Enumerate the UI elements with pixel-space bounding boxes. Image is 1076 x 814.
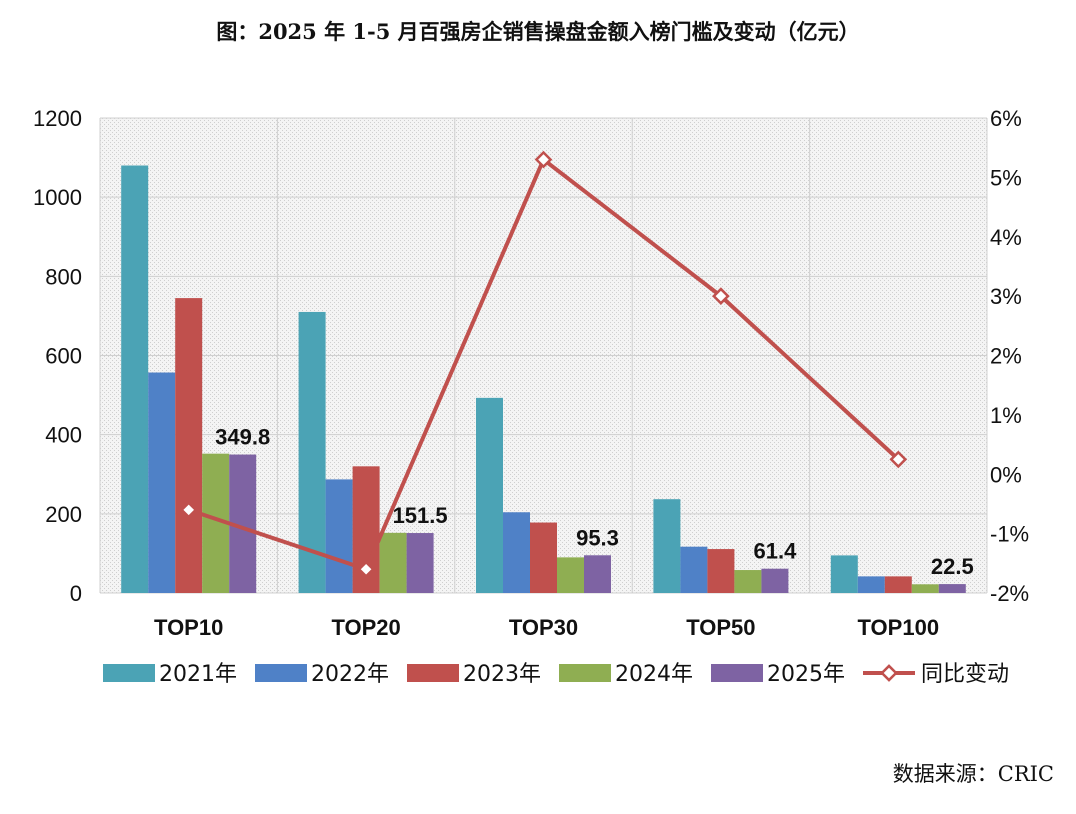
x-axis: TOP10 TOP20 TOP30 TOP50 TOP100 <box>154 615 939 640</box>
x-tick-label: TOP20 <box>331 615 400 640</box>
y2-tick-label: 1% <box>990 403 1022 428</box>
legend-label: 同比变动 <box>921 662 1009 687</box>
bar <box>653 499 681 593</box>
data-label: 349.8 <box>215 425 270 450</box>
legend-label: 2024年 <box>615 662 693 687</box>
y-axis-right: -2% -1% 0% 1% 2% 3% 4% 5% 6% <box>990 106 1029 606</box>
bar <box>530 522 557 593</box>
y2-tick-label: 2% <box>990 344 1022 369</box>
line-point <box>357 560 375 579</box>
data-label: 95.3 <box>576 525 619 550</box>
bar <box>325 479 353 593</box>
bar <box>121 165 149 593</box>
bar <box>734 570 762 593</box>
legend-swatch <box>711 664 763 682</box>
bar <box>406 533 434 593</box>
legend-label: 2025年 <box>767 662 845 687</box>
legend-label: 2023年 <box>463 662 541 687</box>
legend-label: 2022年 <box>311 662 389 687</box>
data-labels: 349.8 151.5 95.3 61.4 22.5 <box>215 425 974 580</box>
y2-tick-label: 4% <box>990 225 1022 250</box>
y-tick-label: 1200 <box>33 106 82 131</box>
bar <box>830 555 858 593</box>
bar <box>680 546 708 593</box>
bar <box>884 576 912 593</box>
bar <box>557 557 584 593</box>
y2-tick-label: 5% <box>990 165 1022 190</box>
chart-title: 图：2025 年 1-5 月百强房企销售操盘金额入榜门槛及变动（亿元） <box>216 19 860 44</box>
bar <box>707 549 735 593</box>
legend: 2021年 2022年 2023年 2024年 2025年 同比变动 <box>103 662 1009 687</box>
legend-swatch <box>407 664 459 682</box>
x-tick-label: TOP30 <box>509 615 578 640</box>
x-tick-label: TOP100 <box>858 615 940 640</box>
bar <box>148 372 176 593</box>
bar <box>503 512 530 593</box>
legend-line-marker <box>880 664 898 682</box>
y-tick-label: 400 <box>45 423 82 448</box>
bar <box>476 397 503 593</box>
y-tick-label: 0 <box>70 581 82 606</box>
y2-tick-label: -1% <box>990 522 1029 547</box>
data-label: 22.5 <box>931 554 974 579</box>
line-point <box>179 501 198 519</box>
bar <box>857 576 885 593</box>
bar <box>584 555 611 593</box>
line-point <box>712 287 730 305</box>
data-label: 151.5 <box>393 503 448 528</box>
bar <box>911 584 939 593</box>
line-point <box>889 450 908 469</box>
y-tick-label: 200 <box>45 502 82 527</box>
x-tick-label: TOP50 <box>686 615 755 640</box>
line-point <box>534 150 553 169</box>
x-tick-label: TOP10 <box>154 615 223 640</box>
bar <box>938 584 966 593</box>
bar <box>175 298 203 593</box>
y2-tick-label: 3% <box>990 284 1022 309</box>
legend-swatch <box>255 664 307 682</box>
bar <box>761 568 789 593</box>
y-tick-label: 600 <box>45 344 82 369</box>
line-series <box>179 150 908 579</box>
y2-tick-label: 0% <box>990 462 1022 487</box>
legend-label: 2021年 <box>159 662 237 687</box>
data-label: 61.4 <box>753 539 797 564</box>
y2-tick-label: -2% <box>990 581 1029 606</box>
y-tick-label: 1000 <box>33 185 82 210</box>
legend-swatch <box>559 664 611 682</box>
gridlines <box>99 117 988 594</box>
y-axis-left: 0 200 400 600 800 1000 1200 <box>33 106 82 606</box>
bars <box>121 165 966 593</box>
y2-tick-label: 6% <box>990 106 1022 131</box>
y-tick-label: 800 <box>45 264 82 289</box>
source-note: 数据来源：CRIC <box>892 762 1054 786</box>
bar <box>379 532 407 593</box>
legend-swatch <box>103 664 155 682</box>
